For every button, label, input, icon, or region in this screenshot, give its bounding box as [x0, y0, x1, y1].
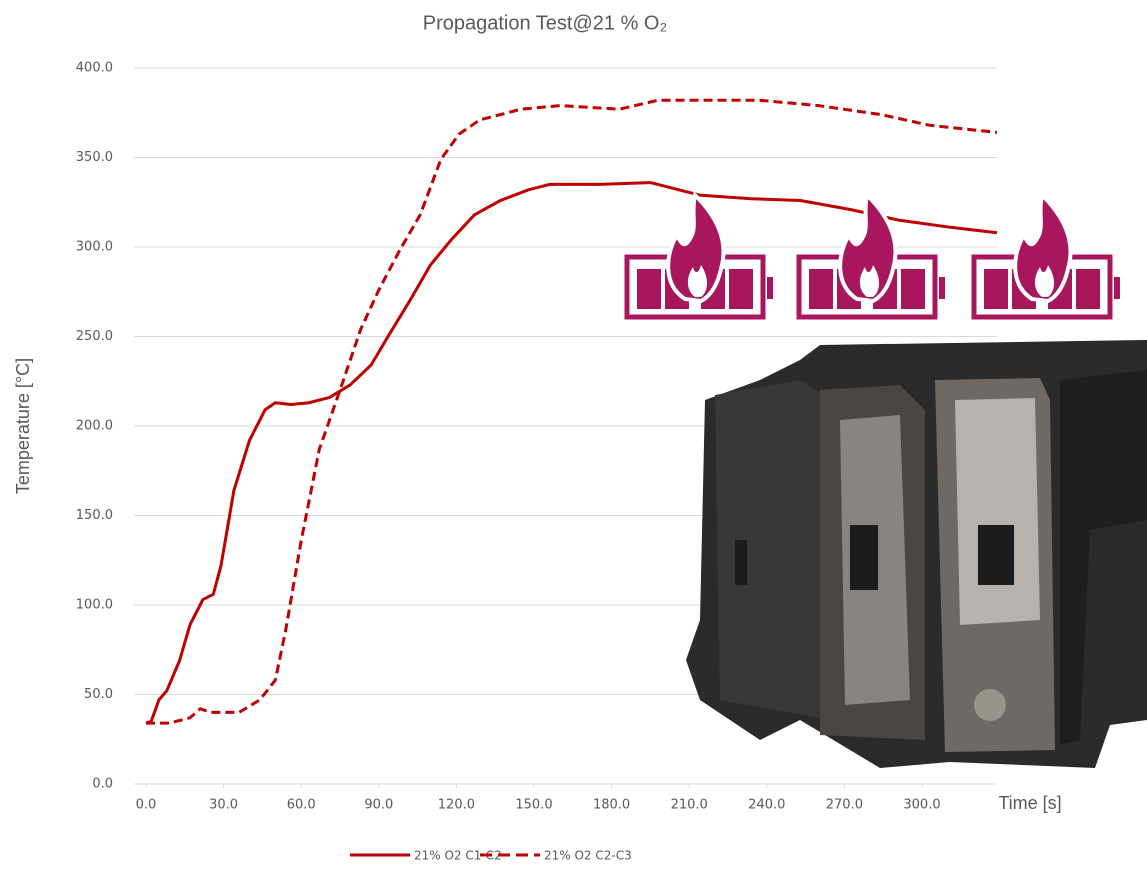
x-tick-label: 240.0	[748, 798, 785, 813]
y-tick-label: 400.0	[76, 61, 113, 76]
x-tick-label: 270.0	[826, 798, 863, 813]
page: {"chart_data": {"type": "line", "title":…	[0, 0, 1147, 868]
x-tick-label: 90.0	[364, 798, 393, 813]
y-tick-label: 300.0	[76, 240, 113, 255]
battery-fire-icon	[974, 195, 1120, 317]
y-tick-label: 0.0	[92, 777, 113, 792]
x-tick-label: 300.0	[903, 798, 940, 813]
x-tick-label: 30.0	[209, 798, 238, 813]
y-tick-label: 200.0	[76, 419, 113, 434]
x-axis-label: Time [s]	[998, 793, 1061, 813]
x-tick-label: 210.0	[671, 798, 708, 813]
y-tick-label: 150.0	[76, 508, 113, 523]
battery-fire-icon	[627, 195, 773, 317]
chart-title: Propagation Test@21 % O₂	[423, 12, 668, 34]
y-tick-label: 50.0	[84, 687, 113, 702]
x-tick-label: 60.0	[287, 798, 316, 813]
photo	[686, 340, 1147, 768]
x-tick-label: 150.0	[515, 798, 552, 813]
battery-fire-icon	[799, 195, 945, 317]
x-tick-label: 180.0	[593, 798, 630, 813]
chart: Propagation Test@21 % O₂ Temperature [°C…	[0, 0, 1147, 868]
y-axis-label: Temperature [°C]	[13, 358, 33, 494]
x-tick-label: 120.0	[438, 798, 475, 813]
legend-label: 21% O2 C2-C3	[544, 849, 632, 863]
x-tick-label: 0.0	[136, 798, 157, 813]
y-tick-label: 350.0	[76, 150, 113, 165]
y-tick-label: 250.0	[76, 329, 113, 344]
y-tick-label: 100.0	[76, 598, 113, 613]
